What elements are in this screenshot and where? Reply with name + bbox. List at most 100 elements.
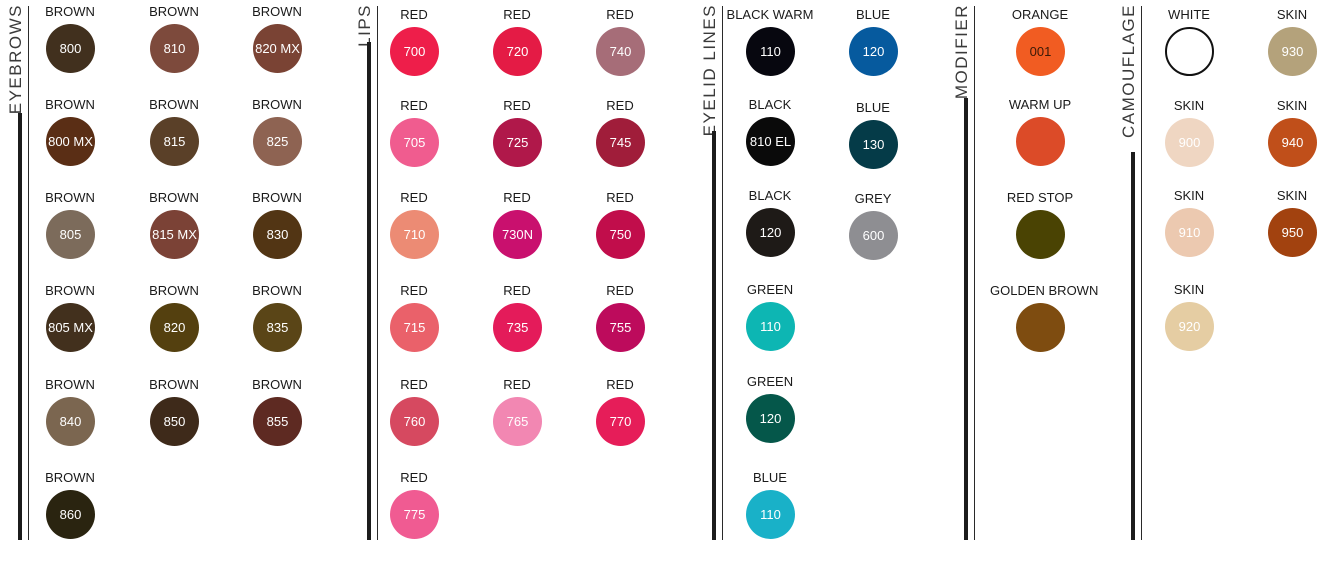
eyelid-swatch: BLACK WARM 110: [720, 7, 820, 97]
swatch-name: SKIN: [1276, 188, 1308, 203]
swatch-name: RED: [400, 283, 428, 298]
color-circle: 765: [493, 397, 542, 446]
lips-swatch: RED 760: [364, 377, 464, 467]
swatch-name: RED: [400, 190, 428, 205]
lips-swatch: RED 700: [364, 7, 464, 97]
camouflage-swatch: SKIN 940: [1242, 98, 1327, 188]
eyebrows-swatch: BROWN 800 MX: [20, 97, 120, 187]
color-circle: 840: [46, 397, 95, 446]
swatch-name: BROWN: [252, 377, 302, 392]
swatch-name: BLUE: [753, 470, 787, 485]
color-circle: 940: [1268, 118, 1317, 167]
color-circle: 725: [493, 118, 542, 167]
swatch-name: BROWN: [149, 377, 199, 392]
swatch-name: BROWN: [149, 97, 199, 112]
eyebrows-swatch: BROWN 840: [20, 377, 120, 467]
lips-accent-bar: [367, 42, 371, 540]
modifier-accent-bar: [964, 98, 968, 540]
camouflage-swatch: SKIN 930: [1242, 7, 1327, 97]
color-circle: 930: [1268, 27, 1317, 76]
eyebrows-swatch: BROWN 805: [20, 190, 120, 280]
modifier-divider: [974, 6, 975, 540]
swatch-code: 800 MX: [48, 134, 93, 149]
swatch-code: 820: [163, 320, 186, 335]
color-circle: [1016, 210, 1065, 259]
swatch-name: BROWN: [45, 377, 95, 392]
color-circle: 800 MX: [46, 117, 95, 166]
eyelid-divider: [722, 6, 723, 540]
swatch-code: 700: [403, 44, 426, 59]
swatch-code: 840: [59, 414, 82, 429]
lips-swatch: RED 710: [364, 190, 464, 280]
eyebrows-swatch: BROWN 855: [227, 377, 327, 467]
camouflage-swatch: WHITE: [1139, 7, 1239, 97]
eyebrows-swatch: BROWN 810: [124, 4, 224, 94]
color-circle: 740: [596, 27, 645, 76]
color-circle: 820: [150, 303, 199, 352]
modifier-swatch: WARM UP: [990, 97, 1090, 187]
color-circle: 815: [150, 117, 199, 166]
eyebrows-swatch: BROWN 850: [124, 377, 224, 467]
color-circle: 755: [596, 303, 645, 352]
eyebrows-swatch: BROWN 825: [227, 97, 327, 187]
swatch-code: 815: [163, 134, 186, 149]
color-circle: 805: [46, 210, 95, 259]
eyebrows-swatch: BROWN 830: [227, 190, 327, 280]
swatch-name: SKIN: [1276, 98, 1308, 113]
eyelid-swatch: BLUE 120: [823, 7, 923, 97]
swatch-name: RED: [400, 470, 428, 485]
swatch-code: 805: [59, 227, 82, 242]
swatch-name: BLACK: [748, 188, 792, 203]
swatch-name: RED: [606, 377, 634, 392]
swatch-code: 715: [403, 320, 426, 335]
swatch-name: BROWN: [252, 190, 302, 205]
swatch-code: 820 MX: [255, 41, 300, 56]
color-circle: 760: [390, 397, 439, 446]
color-circle: 855: [253, 397, 302, 446]
lips-swatch: RED 725: [467, 98, 567, 188]
swatch-code: 830: [266, 227, 289, 242]
color-circle: 815 MX: [150, 210, 199, 259]
swatch-name: RED: [400, 98, 428, 113]
swatch-name: BLACK WARM: [726, 7, 814, 22]
swatch-name: SKIN: [1173, 188, 1205, 203]
swatch-name: RED: [503, 283, 531, 298]
eyebrows-swatch: BROWN 815: [124, 97, 224, 187]
eyebrows-swatch: BROWN 860: [20, 470, 120, 560]
swatch-name: SKIN: [1173, 98, 1205, 113]
swatch-code: 825: [266, 134, 289, 149]
color-circle: 110: [746, 490, 795, 539]
camouflage-swatch: SKIN 920: [1139, 282, 1239, 372]
lips-swatch: RED 755: [570, 283, 670, 373]
swatch-name: GREEN: [746, 282, 794, 297]
lips-swatch: RED 730N: [467, 190, 567, 280]
color-circle: 860: [46, 490, 95, 539]
swatch-name: GREEN: [746, 374, 794, 389]
modifier-swatch: GOLDEN BROWN: [990, 283, 1098, 373]
color-circle: 715: [390, 303, 439, 352]
color-circle: 820 MX: [253, 24, 302, 73]
eyebrows-swatch: BROWN 820: [124, 283, 224, 373]
modifier-label-text: MODIFIER: [952, 4, 971, 100]
swatch-name: BROWN: [45, 470, 95, 485]
swatch-name: RED STOP: [1006, 190, 1074, 205]
swatch-code: 805 MX: [48, 320, 93, 335]
swatch-code: 120: [862, 44, 885, 59]
swatch-name: RED: [606, 190, 634, 205]
camouflage-label-text: CAMOUFLAGE: [1119, 4, 1138, 139]
swatch-code: 110: [760, 319, 781, 334]
color-circle: 750: [596, 210, 645, 259]
eyelid-accent-bar: [712, 131, 716, 540]
color-circle: 720: [493, 27, 542, 76]
swatch-name: BROWN: [149, 4, 199, 19]
swatch-name: BROWN: [252, 283, 302, 298]
swatch-code: 940: [1281, 135, 1304, 150]
lips-swatch: RED 720: [467, 7, 567, 97]
swatch-name: BLACK: [748, 97, 792, 112]
color-circle: 730N: [493, 210, 542, 259]
swatch-code: 725: [506, 135, 529, 150]
color-circle: 710: [390, 210, 439, 259]
color-circle: 110: [746, 27, 795, 76]
modifier-swatch: RED STOP: [990, 190, 1090, 280]
